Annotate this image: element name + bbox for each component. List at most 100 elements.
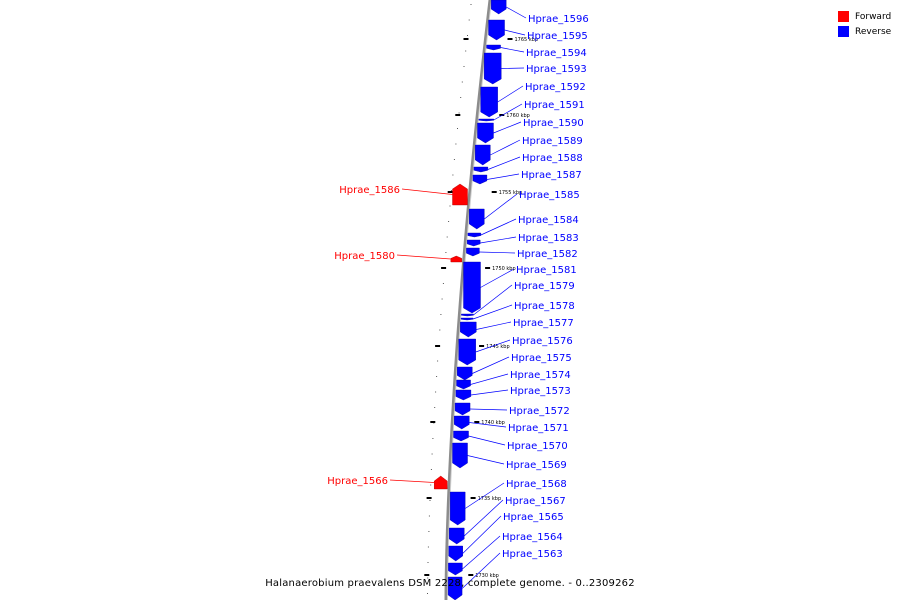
- gene-arrow-reverse[interactable]: [480, 86, 498, 118]
- gene-label[interactable]: Hprae_1563: [502, 549, 563, 560]
- gene-label[interactable]: Hprae_1564: [502, 532, 563, 543]
- gene-arrow-reverse[interactable]: [454, 415, 470, 430]
- gene-arrow-reverse[interactable]: [469, 208, 485, 230]
- gene-arrow-reverse[interactable]: [454, 402, 471, 416]
- gene-arrow-reverse[interactable]: [466, 239, 481, 247]
- gene-arrow-reverse[interactable]: [478, 118, 494, 122]
- gene-arrow-reverse[interactable]: [447, 576, 463, 600]
- gene-arrow-reverse[interactable]: [460, 317, 474, 321]
- gene-label[interactable]: Hprae_1569: [506, 460, 567, 471]
- gene-leader-line: [506, 6, 527, 19]
- gene-label[interactable]: Hprae_1581: [516, 265, 577, 276]
- gene-label[interactable]: Hprae_1572: [509, 406, 570, 417]
- minor-tick: [427, 546, 429, 548]
- gene-arrow-reverse[interactable]: [472, 174, 488, 185]
- gene-label[interactable]: Hprae_1580: [334, 251, 395, 262]
- minor-tick: [437, 360, 439, 362]
- gene-arrow-forward[interactable]: [434, 475, 448, 490]
- minor-tick: [452, 174, 454, 176]
- gene-arrow-reverse[interactable]: [484, 52, 502, 85]
- gene-arrow-reverse[interactable]: [467, 232, 482, 238]
- gene-leader-line: [461, 552, 501, 589]
- gene-arrow-reverse[interactable]: [448, 562, 463, 576]
- minor-tick: [468, 19, 470, 21]
- gene-label[interactable]: Hprae_1588: [522, 153, 583, 164]
- gene-label[interactable]: Hprae_1596: [528, 14, 589, 25]
- gene-label[interactable]: Hprae_1570: [507, 441, 568, 452]
- gene-arrow-reverse[interactable]: [463, 261, 481, 314]
- gene-label[interactable]: Hprae_1566: [327, 476, 388, 487]
- tick-label: 1730 kbp: [475, 573, 499, 579]
- minor-tick: [446, 236, 448, 238]
- gene-label[interactable]: Hprae_1593: [526, 64, 587, 75]
- gene-arrow-reverse[interactable]: [461, 313, 474, 317]
- gene-arrow-reverse[interactable]: [488, 19, 505, 41]
- gene-label[interactable]: Hprae_1571: [508, 423, 569, 434]
- minor-tick: [461, 81, 463, 83]
- gene-arrow-reverse[interactable]: [456, 379, 471, 390]
- gene-label[interactable]: Hprae_1583: [518, 233, 579, 244]
- gene-label[interactable]: Hprae_1579: [514, 281, 575, 292]
- gene-arrow-reverse[interactable]: [458, 338, 476, 366]
- gene-arrow-reverse[interactable]: [449, 527, 465, 545]
- gene-label[interactable]: Hprae_1592: [525, 82, 586, 93]
- minor-tick: [430, 484, 432, 486]
- gene-leader-line: [475, 339, 511, 353]
- legend-item-forward: Forward: [838, 9, 891, 24]
- minor-tick: [465, 50, 467, 52]
- minor-tick: [428, 531, 430, 532]
- gene-arrow-reverse[interactable]: [473, 166, 489, 173]
- legend-swatch-forward: [838, 11, 849, 22]
- gene-label[interactable]: Hprae_1578: [514, 301, 575, 312]
- labels-layer: Hprae_1596 Hprae_1595 Hprae_1594 Hprae_1593…: [327, 6, 589, 589]
- gene-label[interactable]: Hprae_1594: [526, 48, 587, 59]
- major-tick-right: [491, 191, 497, 193]
- gene-arrow-reverse[interactable]: [490, 0, 507, 15]
- gene-label[interactable]: Hprae_1574: [510, 370, 571, 381]
- gene-label[interactable]: Hprae_1585: [519, 190, 580, 201]
- gene-arrow-reverse[interactable]: [457, 366, 473, 381]
- gene-label[interactable]: Hprae_1589: [522, 136, 583, 147]
- gene-label[interactable]: Hprae_1575: [511, 353, 572, 364]
- minor-tick: [428, 515, 430, 517]
- gene-label[interactable]: Hprae_1582: [517, 249, 578, 260]
- gene-label[interactable]: Hprae_1567: [505, 496, 566, 507]
- gene-arrow-reverse[interactable]: [448, 545, 463, 562]
- major-tick-right: [485, 267, 491, 269]
- gene-arrow-reverse[interactable]: [452, 442, 468, 469]
- tick-label: 1735 kbp: [478, 496, 502, 502]
- gene-label[interactable]: Hprae_1565: [503, 512, 564, 523]
- gene-label[interactable]: Hprae_1577: [513, 318, 574, 329]
- gene-arrow-reverse[interactable]: [449, 491, 466, 526]
- gene-arrow-forward[interactable]: [452, 183, 468, 206]
- minor-tick: [442, 283, 444, 284]
- gene-label[interactable]: Hprae_1590: [523, 118, 584, 129]
- gene-leader-line: [493, 121, 522, 134]
- gene-leader-line: [504, 29, 526, 36]
- gene-label[interactable]: Hprae_1568: [506, 479, 567, 490]
- gene-label[interactable]: Hprae_1591: [524, 100, 585, 111]
- minor-tick: [427, 577, 429, 579]
- gene-label[interactable]: Hprae_1595: [527, 31, 588, 42]
- gene-arrow-forward[interactable]: [450, 255, 463, 263]
- gene-label[interactable]: Hprae_1586: [339, 185, 400, 196]
- gene-arrow-reverse[interactable]: [475, 144, 491, 166]
- legend-label-reverse: Reverse: [855, 26, 892, 37]
- gene-label[interactable]: Hprae_1584: [518, 215, 579, 226]
- gene-label[interactable]: Hprae_1576: [512, 336, 573, 347]
- gene-arrow-reverse[interactable]: [486, 44, 501, 51]
- gene-leader-line: [401, 188, 453, 195]
- gene-arrow-reverse[interactable]: [466, 247, 480, 257]
- legend-label-forward: Forward: [855, 11, 892, 22]
- major-tick-right: [468, 574, 474, 576]
- gene-label[interactable]: Hprae_1573: [510, 386, 571, 397]
- gene-arrow-reverse[interactable]: [460, 321, 477, 338]
- minor-tick: [431, 453, 433, 455]
- gene-arrow-reverse[interactable]: [455, 389, 472, 401]
- minor-tick: [449, 205, 451, 207]
- gene-arrow-reverse[interactable]: [453, 430, 469, 442]
- minor-tick: [439, 329, 441, 331]
- gene-label[interactable]: Hprae_1587: [521, 170, 582, 181]
- minor-tick: [441, 298, 443, 300]
- gene-arrow-reverse[interactable]: [477, 122, 494, 144]
